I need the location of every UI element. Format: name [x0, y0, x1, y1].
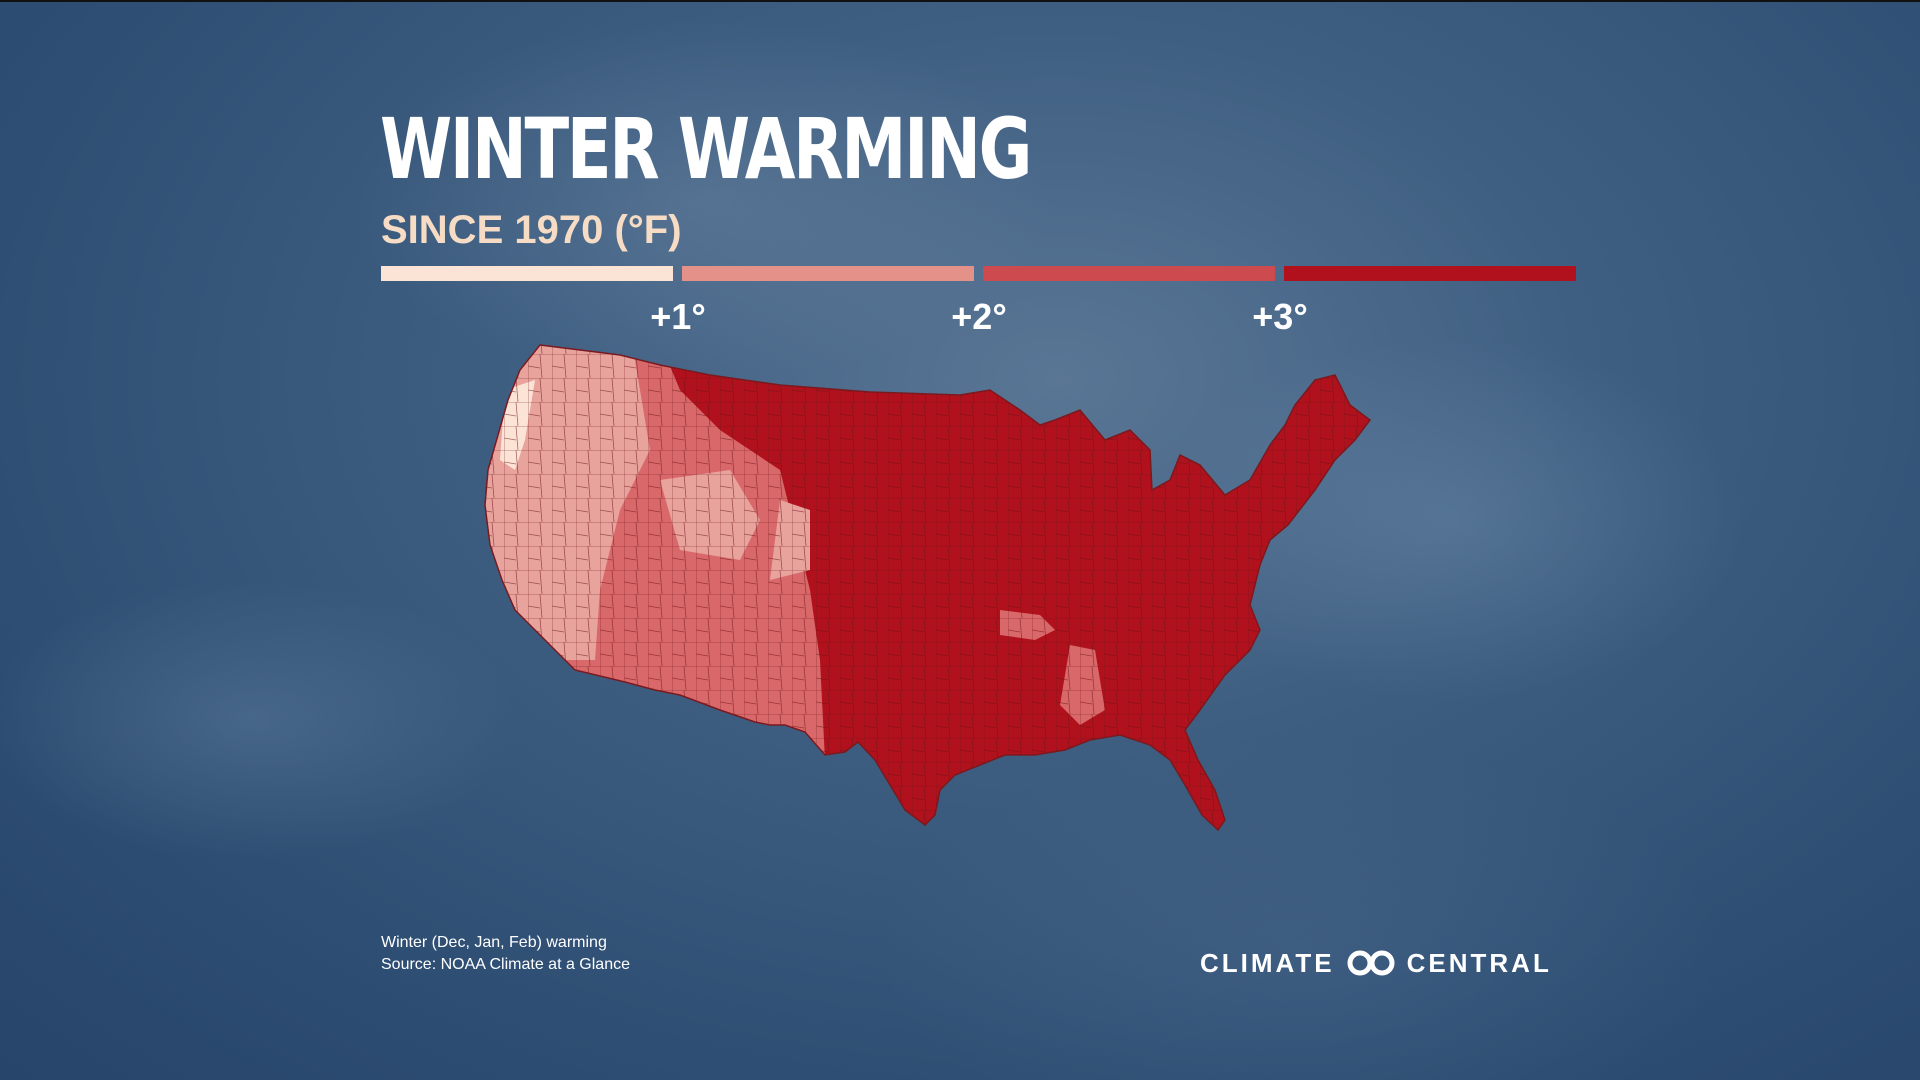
legend-swatch-4 [1284, 266, 1576, 281]
page-title: WINTER WARMING [380, 100, 1032, 198]
legend-bar [381, 266, 1576, 281]
legend-swatch-3 [983, 266, 1275, 281]
logo-text-left: CLIMATE [1200, 947, 1335, 978]
page-subtitle: SINCE 1970 (°F) [381, 208, 682, 252]
legend-tick-1: +1° [650, 296, 706, 337]
infinity-logo-icon [1347, 950, 1395, 976]
logo-text-right: CENTRAL [1406, 947, 1552, 978]
legend-tick-3: +3° [1252, 296, 1308, 337]
footnote-source: Source: NOAA Climate at a Glance [381, 956, 630, 973]
climate-central-logo: CLIMATE CENTRAL [1200, 948, 1552, 978]
footnote-line-1: Winter (Dec, Jan, Feb) warming [381, 934, 607, 951]
legend-swatch-2 [682, 266, 974, 281]
legend-swatch-1 [381, 266, 673, 281]
legend-tick-2: +2° [951, 296, 1007, 337]
top-border [0, 0, 1920, 2]
us-warming-map [484, 344, 1371, 831]
